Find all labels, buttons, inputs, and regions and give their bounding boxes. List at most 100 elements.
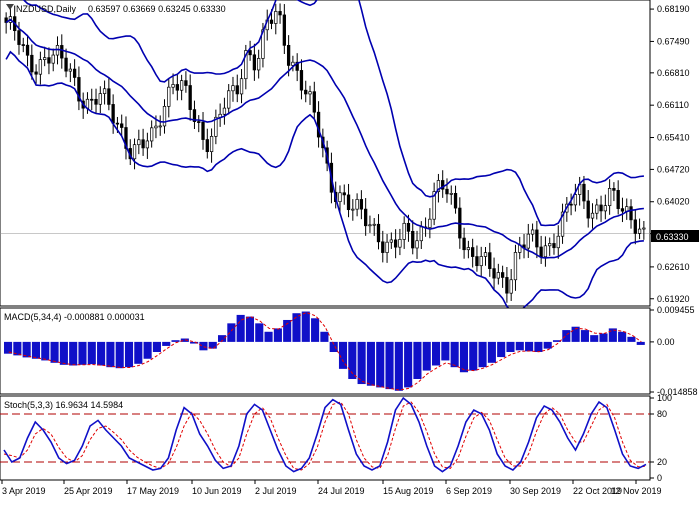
time-axis: 3 Apr 2019 25 Apr 2019 17 May 2019 10 Jun 2… (1, 480, 662, 496)
candle-body (132, 144, 137, 160)
candle-body (445, 188, 449, 195)
price-tick-label: 0.64720 (657, 164, 690, 174)
candle-body (364, 208, 368, 227)
macd-bar (106, 341, 115, 368)
price-panel-frame (0, 0, 651, 307)
price-panel[interactable]: 0.68190 0.67490 0.66810 0.66110 0.65410 0.647… (0, 0, 699, 314)
date-tick-label: 30 Sep 2019 (510, 486, 561, 496)
candle-body (355, 199, 359, 210)
macd-bar (385, 341, 394, 390)
macd-axis: 0.009455 0.00 -0.014858 (650, 305, 698, 397)
candle-body (449, 193, 453, 195)
macd-bar (78, 341, 87, 365)
candle-body (556, 235, 560, 249)
macd-bar (534, 341, 543, 353)
macd-bar (199, 341, 208, 351)
macd-bar (525, 341, 534, 352)
candle-body (453, 193, 458, 209)
candle-body (376, 223, 381, 243)
stochastic-tick-label: 20 (657, 457, 667, 467)
macd-plot-area (4, 311, 645, 391)
macd-bar (143, 341, 152, 359)
macd-bar (50, 341, 59, 363)
candle-body (171, 84, 175, 88)
candle-body (415, 240, 419, 249)
candle-body (286, 44, 291, 66)
candle-body (209, 136, 214, 153)
candle-body (312, 91, 316, 113)
macd-bar (562, 330, 571, 342)
macd-bar (301, 311, 310, 342)
macd-bar (441, 341, 450, 361)
candle-body (505, 277, 509, 294)
stochastic-main-line (3, 396, 647, 473)
candle-body (90, 98, 94, 101)
macd-bar (515, 341, 524, 351)
stochastic-tick-label: 100 (657, 393, 672, 403)
candle-body (115, 122, 120, 125)
macd-bar (245, 316, 255, 342)
macd-bar (469, 341, 478, 371)
date-tick-label: 17 May 2019 (127, 486, 179, 496)
candle-body (222, 107, 227, 115)
candle-body (607, 188, 612, 207)
macd-bar (552, 340, 562, 342)
candle-body (599, 204, 603, 212)
date-tick-label: 15 Aug 2019 (383, 486, 434, 496)
candle-body (359, 199, 364, 210)
candle-body (573, 194, 578, 206)
candle-body (205, 139, 209, 153)
date-tick-label: 25 Apr 2019 (64, 486, 113, 496)
macd-bar (580, 330, 589, 342)
stochastic-panel[interactable]: 100 80 20 0 Stoch(5,3,3) 16.9634 14.5984 (0, 393, 672, 483)
current-price-box (651, 230, 699, 242)
candle-body (102, 88, 107, 94)
macd-bar (506, 341, 515, 353)
down-arrow-icon (6, 4, 14, 10)
candle-body (535, 229, 539, 248)
date-tick-label: 3 Apr 2019 (2, 486, 46, 496)
macd-bar (320, 331, 329, 342)
candle-body (492, 268, 496, 279)
price-tick-label: 0.61920 (657, 294, 690, 304)
macd-signal-line (8, 311, 642, 391)
macd-bar (432, 341, 441, 366)
macd-panel[interactable]: 0.009455 0.00 -0.014858 MACD(5,34,4) -0.00… (0, 305, 698, 397)
candle-body (432, 191, 436, 220)
price-tick-label: 0.66110 (657, 100, 689, 110)
price-plot-area (0, 0, 650, 314)
candle-body (346, 194, 351, 211)
candle-body (406, 222, 411, 232)
candle-body (338, 192, 342, 203)
macd-bar (218, 335, 227, 342)
candle-body (402, 222, 406, 240)
macd-bar (422, 341, 431, 371)
candle-body (428, 218, 432, 228)
candle-body (43, 57, 47, 60)
macd-bar (366, 341, 375, 386)
macd-bar (618, 331, 627, 342)
macd-bar (283, 319, 292, 342)
macd-bar (329, 341, 338, 353)
candle-body (633, 219, 637, 234)
macd-bar (180, 338, 189, 342)
candle-body (120, 123, 124, 128)
price-tick-label: 0.67490 (657, 36, 690, 46)
candle-body (471, 247, 475, 257)
macd-bar (459, 341, 469, 373)
candle-body (111, 104, 115, 124)
candle-body (141, 139, 145, 149)
macd-tick-label: 0.00 (657, 337, 675, 347)
candle-body (479, 256, 483, 267)
candle-body (295, 61, 299, 71)
candle-body (124, 127, 128, 149)
candle-body (351, 208, 355, 211)
candle-body (227, 90, 231, 109)
candle-body (38, 59, 43, 75)
macd-tick-label: -0.014858 (657, 387, 698, 397)
macd-bar (264, 331, 273, 342)
candle-body (21, 44, 25, 46)
price-tick-label: 0.66810 (657, 68, 690, 78)
